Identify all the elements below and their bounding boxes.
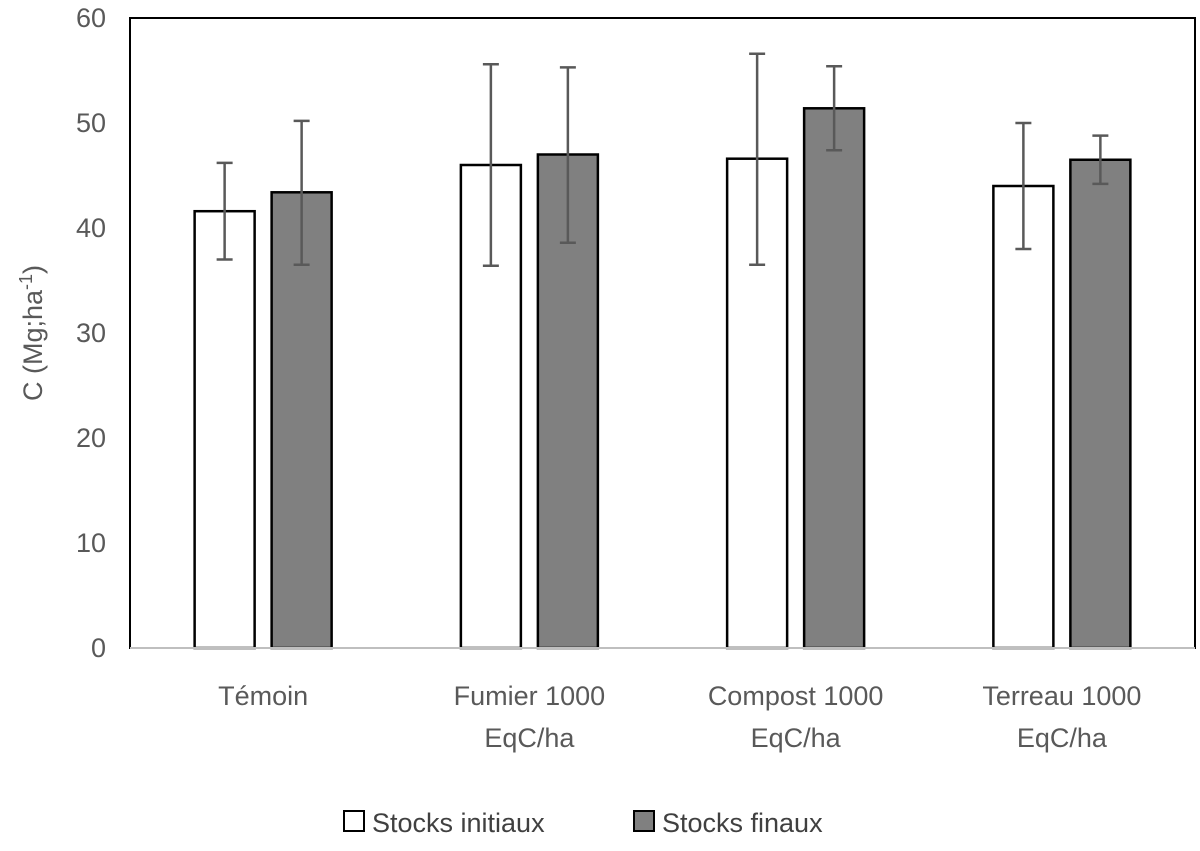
error-bar bbox=[749, 52, 766, 266]
x-category-label: Témoin bbox=[218, 681, 308, 711]
x-category-label-line: Compost 1000 bbox=[708, 681, 884, 711]
y-tick-label: 40 bbox=[76, 213, 106, 243]
bar-stocks-initiaux bbox=[992, 184, 1055, 650]
x-category-label-line: Fumier 1000 bbox=[454, 681, 606, 711]
y-tick-label: 60 bbox=[76, 3, 106, 33]
legend-swatch bbox=[633, 810, 655, 832]
legend-label: Stocks initiaux bbox=[372, 808, 545, 838]
y-tick-label: 30 bbox=[76, 318, 106, 348]
x-category-label-line: EqC/ha bbox=[484, 723, 575, 753]
x-category-label-line: EqC/ha bbox=[751, 723, 842, 753]
error-bar bbox=[559, 66, 576, 244]
y-tick-label: 0 bbox=[91, 633, 106, 663]
x-category-label: Compost 1000 EqC/ha bbox=[708, 681, 884, 753]
x-category-label: Fumier 1000 EqC/ha bbox=[454, 681, 606, 753]
bar-stocks-initiaux bbox=[459, 163, 523, 650]
svg-text:C (Mg;ha-1): C (Mg;ha-1) bbox=[16, 265, 48, 401]
error-bars-group bbox=[216, 52, 1109, 268]
bar-stocks-initiaux bbox=[193, 209, 256, 650]
error-bar bbox=[293, 119, 310, 266]
bar-stocks-finaux bbox=[802, 107, 866, 650]
y-axis-ticks: 0 10 20 30 40 50 60 bbox=[76, 3, 106, 663]
y-axis-label-text: C (Mg;ha bbox=[18, 289, 48, 401]
y-axis-label-close: ) bbox=[18, 265, 48, 274]
y-tick-label: 20 bbox=[76, 423, 106, 453]
y-tick-label: 50 bbox=[76, 108, 106, 138]
legend: Stocks initiaux Stocks finaux bbox=[343, 808, 823, 838]
bar-stocks-finaux bbox=[1069, 158, 1132, 650]
legend-swatch bbox=[343, 810, 365, 832]
x-axis-category-labels: Témoin Fumier 1000 EqC/ha Compost 1000 EqC/h… bbox=[218, 681, 1141, 753]
y-axis-label: C (Mg;ha-1) bbox=[16, 265, 48, 401]
error-bar bbox=[216, 161, 233, 261]
legend-item: Stocks finaux bbox=[633, 808, 823, 838]
x-category-label-line: Terreau 1000 bbox=[982, 681, 1141, 711]
x-category-label-line: Témoin bbox=[218, 681, 308, 711]
legend-label: Stocks finaux bbox=[662, 808, 823, 838]
error-bar bbox=[482, 62, 499, 268]
y-tick-label: 10 bbox=[76, 528, 106, 558]
error-bar bbox=[1015, 121, 1032, 251]
error-bar bbox=[826, 65, 843, 152]
error-bar bbox=[1092, 134, 1109, 186]
x-category-label-line: EqC/ha bbox=[1017, 723, 1108, 753]
y-axis-label-superscript: -1 bbox=[16, 274, 36, 290]
x-category-label: Terreau 1000 EqC/ha bbox=[982, 681, 1141, 753]
legend-item: Stocks initiaux bbox=[343, 808, 545, 838]
